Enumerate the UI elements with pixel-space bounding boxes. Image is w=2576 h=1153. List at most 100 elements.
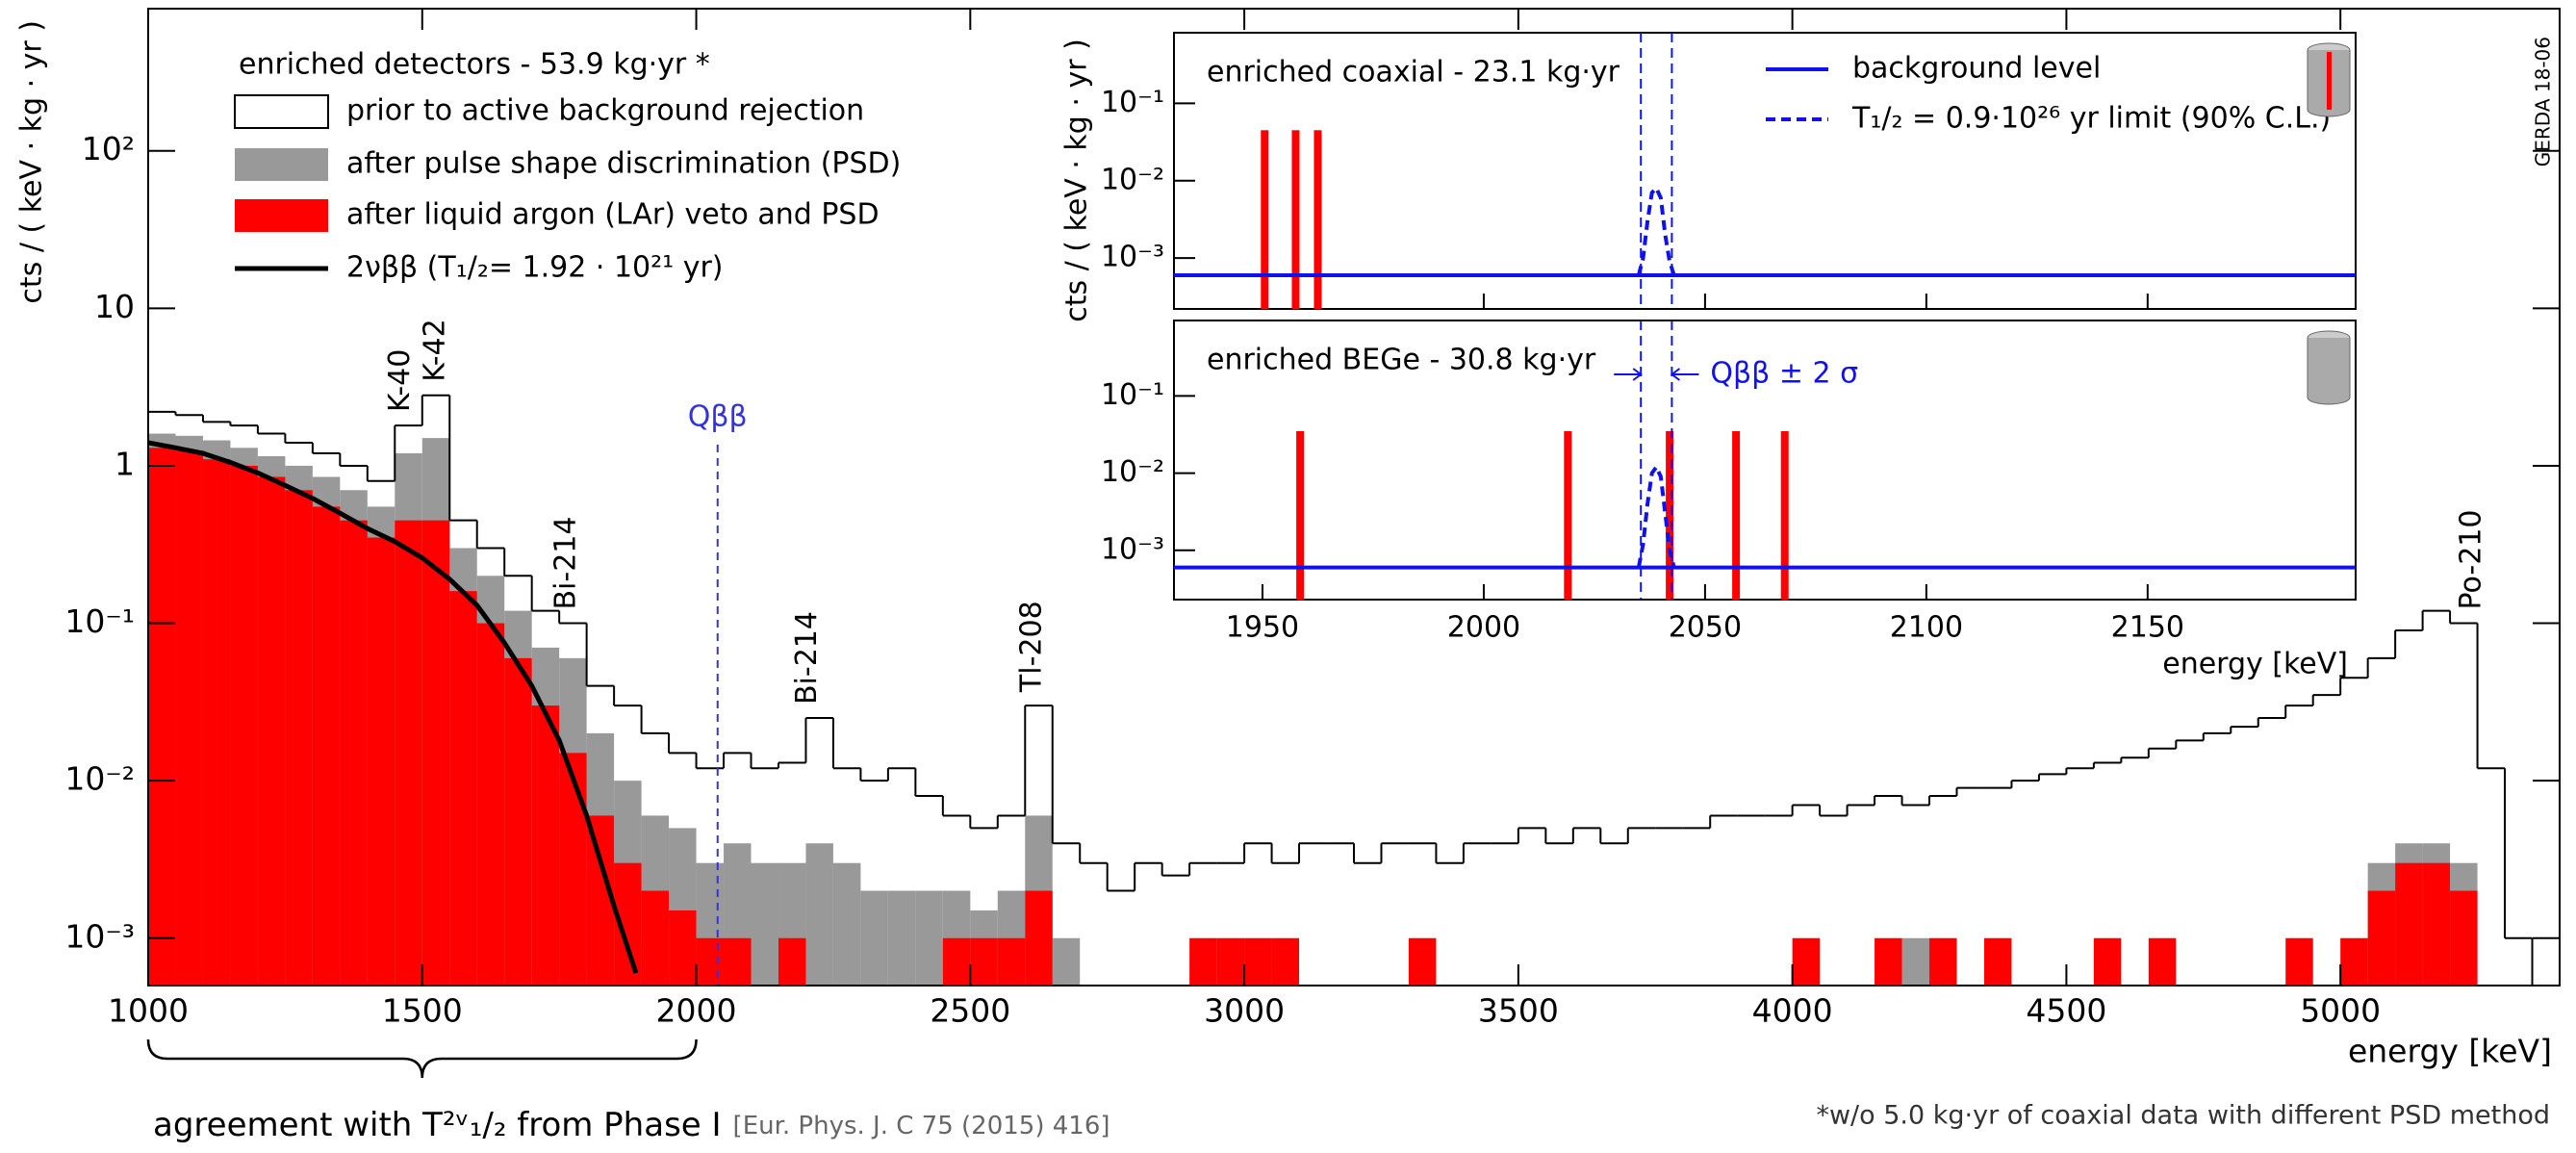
hist-bar bbox=[942, 937, 971, 986]
caption: agreement with T²ᵛ₁/₂ from Phase I [Eur. … bbox=[153, 1106, 1110, 1144]
x-axis-label: energy [keV] bbox=[2162, 648, 2348, 681]
x-tick-label: 1000 bbox=[108, 992, 189, 1030]
hist-bar bbox=[1929, 937, 1957, 986]
caption-text: agreement with T²ᵛ₁/₂ from Phase I bbox=[153, 1106, 722, 1144]
band-label: Qββ ± 2 σ bbox=[1710, 357, 1858, 391]
hist-bar bbox=[285, 490, 313, 986]
peak-label: Bi-214 bbox=[790, 611, 824, 705]
watermark: GERDA 18-06 bbox=[2532, 37, 2555, 167]
x-tick-label: 2150 bbox=[2111, 611, 2184, 645]
peak-label: Po-210 bbox=[2454, 510, 2487, 610]
legend-label: after liquid argon (LAr) veto and PSD bbox=[346, 198, 880, 232]
legend-label: prior to active background rejection bbox=[346, 94, 864, 128]
hist-bar bbox=[1244, 937, 1272, 986]
hist-bar bbox=[531, 705, 560, 986]
legend-label: 2νββ (T₁/₂= 1.92 · 10²¹ yr) bbox=[346, 251, 724, 285]
band-arrow bbox=[1670, 368, 1699, 381]
hist-bar bbox=[449, 591, 477, 986]
y-tick-label: 10⁻¹ bbox=[1101, 86, 1164, 119]
band-arrow bbox=[1614, 368, 1643, 381]
y-tick-label: 10⁻¹ bbox=[1101, 378, 1164, 412]
hist-bar bbox=[175, 450, 203, 986]
hist-bar bbox=[230, 465, 258, 986]
y-tick-label: 10⁻³ bbox=[1101, 532, 1164, 566]
legend-title: enriched detectors - 53.9 kg·yr * bbox=[239, 48, 710, 82]
hist-bar bbox=[504, 657, 532, 986]
hist-bar bbox=[2450, 890, 2478, 986]
y-tick-label: 10⁻³ bbox=[64, 917, 135, 955]
inset-panel bbox=[1173, 32, 2357, 310]
peak-label: Tl-208 bbox=[1015, 601, 1049, 693]
hist-bar bbox=[696, 937, 725, 986]
event bbox=[1732, 430, 1741, 600]
brace bbox=[146, 1038, 698, 1079]
hist-bar bbox=[2285, 937, 2313, 986]
y-tick-label: 10² bbox=[82, 130, 135, 167]
event bbox=[1666, 430, 1674, 600]
hist-bar bbox=[832, 862, 861, 986]
hist-bar bbox=[970, 937, 998, 986]
legend-swatch bbox=[235, 148, 328, 181]
hist-bar bbox=[1875, 937, 1902, 986]
footnote: *w/o 5.0 kg·yr of coaxial data with diff… bbox=[1816, 1101, 2550, 1131]
hist-bar bbox=[559, 753, 587, 986]
y-axis-label: cts / ( keV · kg · yr ) bbox=[15, 20, 49, 304]
limit-curve bbox=[1636, 463, 1676, 569]
hist-bar bbox=[2367, 890, 2396, 986]
event bbox=[1780, 430, 1789, 600]
hist-bar bbox=[751, 862, 778, 986]
y-tick-label: 10⁻² bbox=[64, 760, 135, 798]
hist-bar bbox=[887, 890, 916, 986]
x-tick-label: 5000 bbox=[2300, 992, 2381, 1030]
hist-bar bbox=[724, 937, 752, 986]
peak-label: Bi-214 bbox=[549, 517, 583, 610]
x-tick-label: 2000 bbox=[1447, 611, 1520, 645]
peak-label: K-40 bbox=[383, 349, 417, 413]
hist-bar bbox=[312, 506, 341, 986]
hist-bar bbox=[805, 843, 833, 986]
x-tick-label: 1500 bbox=[382, 992, 463, 1030]
hist-bar bbox=[2340, 937, 2368, 986]
hist-bar bbox=[2093, 937, 2122, 986]
y-axis-label: cts / ( keV · kg · yr ) bbox=[1060, 38, 1094, 322]
inset-panel bbox=[1173, 320, 2357, 601]
hist-bar bbox=[340, 520, 368, 986]
x-tick-label: 2500 bbox=[930, 992, 1010, 1030]
legend-swatch bbox=[234, 94, 329, 129]
reference: [Eur. Phys. J. C 75 (2015) 416] bbox=[733, 1112, 1110, 1140]
hist-bar bbox=[148, 448, 176, 986]
event bbox=[1296, 430, 1305, 600]
hist-bar bbox=[2148, 937, 2177, 986]
hist-bar bbox=[641, 890, 670, 986]
plot-frame bbox=[147, 8, 2561, 986]
x-tick-label: 3000 bbox=[1204, 992, 1285, 1030]
hist-bar bbox=[1052, 937, 1081, 986]
hist-bar bbox=[997, 937, 1026, 986]
hist-bar bbox=[1983, 937, 2012, 986]
hist-bar bbox=[1792, 937, 1821, 986]
hist-bar bbox=[1271, 937, 1300, 986]
x-tick-label: 1950 bbox=[1226, 611, 1299, 645]
y-tick-label: 10⁻² bbox=[1101, 455, 1164, 489]
detector-icon bbox=[2327, 52, 2332, 110]
y-tick-label: 10⁻³ bbox=[1101, 241, 1164, 274]
hist-bar bbox=[586, 815, 615, 986]
model-curve bbox=[148, 440, 639, 974]
hist-bar bbox=[1408, 937, 1437, 986]
hist-bar bbox=[202, 459, 231, 986]
x-tick-label: 2050 bbox=[1669, 611, 1742, 645]
hist-bar bbox=[2395, 862, 2423, 986]
x-tick-label: 2000 bbox=[656, 992, 737, 1030]
hist-bar bbox=[915, 890, 943, 986]
peak-label: K-42 bbox=[419, 319, 452, 382]
y-tick-label: 10⁻¹ bbox=[64, 602, 135, 640]
y-tick-label: 10 bbox=[94, 288, 135, 325]
hist-bar bbox=[860, 890, 888, 986]
hist-bar bbox=[778, 937, 806, 986]
event bbox=[1564, 430, 1572, 600]
hist-bar bbox=[476, 623, 505, 986]
hist-bar bbox=[1901, 937, 1930, 986]
q-label: Qββ bbox=[688, 400, 748, 434]
legend-swatch bbox=[235, 199, 328, 232]
